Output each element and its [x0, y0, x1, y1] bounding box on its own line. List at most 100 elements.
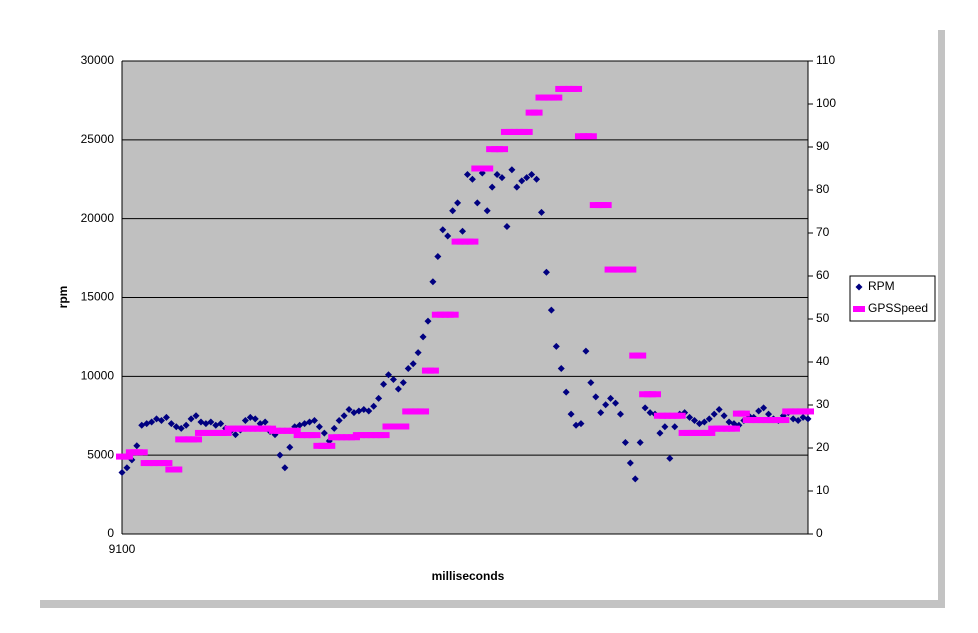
rpm-point	[162, 413, 170, 421]
rpm-point	[612, 399, 620, 407]
y-tick-label: 15000	[81, 290, 115, 304]
rpm-point	[483, 207, 491, 215]
speed-point	[737, 410, 750, 417]
x-axis-label: milliseconds	[432, 569, 505, 583]
speed-point	[520, 128, 533, 135]
rpm-point	[597, 409, 605, 417]
rpm-point	[414, 349, 422, 357]
y2-tick-label: 90	[816, 139, 830, 153]
speed-point	[397, 423, 410, 430]
rpm-point	[148, 418, 156, 426]
rpm-point	[592, 393, 600, 401]
rpm-point	[182, 421, 190, 429]
rpm-point	[251, 415, 259, 423]
rpm-point	[542, 268, 550, 276]
rpm-point	[424, 317, 432, 325]
rpm-point	[207, 418, 215, 426]
rpm-point	[587, 379, 595, 387]
rpm-point	[473, 199, 481, 207]
rpm-point	[320, 429, 328, 437]
rpm-point	[855, 283, 863, 291]
legend-label: RPM	[868, 279, 895, 293]
speed-point	[323, 442, 336, 449]
y2-tick-label: 110	[816, 53, 835, 67]
rpm-point	[755, 407, 763, 415]
speed-point	[170, 466, 183, 473]
rpm-point	[562, 388, 570, 396]
rpm-point	[330, 424, 338, 432]
y-tick-label: 10000	[81, 369, 115, 383]
speed-point	[570, 85, 583, 92]
speed-point	[135, 449, 148, 456]
rpm-point	[261, 418, 269, 426]
rpm-point	[123, 464, 131, 472]
speed-point	[377, 432, 390, 439]
rpm-point	[444, 232, 452, 240]
rpm-point	[760, 404, 768, 412]
rpm-point	[794, 416, 802, 424]
rpm-point	[217, 420, 225, 428]
rpm-point	[765, 410, 773, 418]
speed-point	[160, 460, 173, 467]
rpm-point	[552, 342, 560, 350]
rpm-point	[375, 394, 383, 402]
rpm-point	[389, 375, 397, 383]
speed-point	[446, 311, 459, 318]
rpm-point	[528, 171, 536, 179]
y-tick-label: 0	[107, 526, 114, 540]
rpm-point	[167, 420, 175, 428]
rpm-point	[493, 171, 501, 179]
rpm-point	[631, 475, 639, 483]
y-tick-label: 20000	[81, 211, 115, 225]
rpm-point	[626, 459, 634, 467]
rpm-point	[557, 364, 565, 372]
y-tick-label: 5000	[87, 447, 114, 461]
rpm-point	[335, 416, 343, 424]
rpm-point	[636, 439, 644, 447]
speed-point	[496, 146, 509, 153]
y-axis-label: rpm	[56, 286, 70, 309]
rpm-point	[602, 401, 610, 409]
rpm-point	[192, 412, 200, 420]
speed-point	[624, 266, 637, 273]
speed-point	[530, 109, 543, 116]
rpm-point	[513, 183, 521, 191]
rpm-point	[498, 174, 506, 182]
rpm-point	[582, 347, 590, 355]
rpm-point	[439, 226, 447, 234]
rpm-point	[281, 464, 289, 472]
y-tick-label: 25000	[81, 132, 115, 146]
rpm-point	[177, 424, 185, 432]
rpm-point	[715, 405, 723, 413]
speed-point	[703, 429, 716, 436]
y-tick-label: 30000	[81, 53, 115, 67]
rpm-point	[315, 423, 323, 431]
rpm-point	[380, 380, 388, 388]
y2-tick-label: 100	[816, 96, 836, 110]
rpm-point	[286, 443, 294, 451]
speed-point	[853, 306, 865, 312]
rpm-point	[404, 364, 412, 372]
rpm-point	[370, 402, 378, 410]
legend-label: GPSSpeed	[868, 301, 928, 315]
rpm-point	[345, 405, 353, 413]
speed-point	[466, 238, 479, 245]
rpm-point	[656, 429, 664, 437]
rpm-point	[459, 227, 467, 235]
speed-point	[308, 432, 321, 439]
speed-point	[673, 412, 686, 419]
y2-tick-label: 70	[816, 225, 830, 239]
rpm-point	[705, 415, 713, 423]
rpm-point	[429, 278, 437, 286]
speed-point	[426, 367, 439, 374]
rpm-point	[666, 454, 674, 462]
rpm-point	[686, 413, 694, 421]
rpm-point	[804, 415, 812, 423]
rpm-point	[518, 177, 526, 185]
rpm-point	[419, 333, 427, 341]
rpm-point	[232, 431, 240, 439]
speed-point	[649, 391, 662, 398]
rpm-point	[607, 394, 615, 402]
rpm-point	[671, 423, 679, 431]
